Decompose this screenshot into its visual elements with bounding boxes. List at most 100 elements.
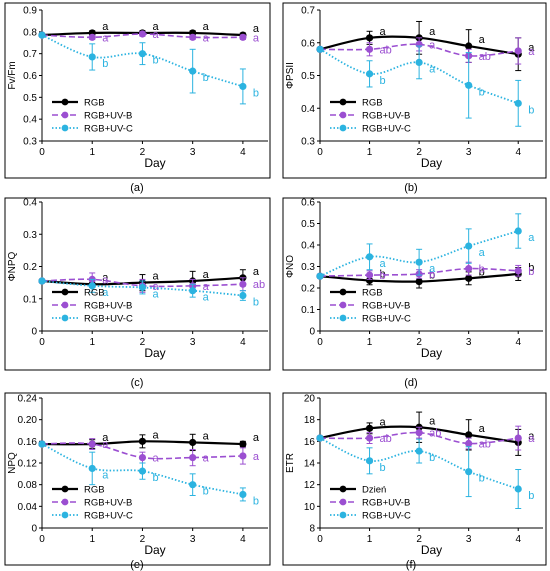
x-tick-label: 1	[89, 534, 95, 545]
significance-letter: a	[528, 430, 535, 442]
legend-marker	[339, 111, 347, 119]
significance-letter: a	[152, 271, 159, 283]
y-tick-label: 0	[31, 327, 37, 338]
legend-marker	[61, 511, 69, 519]
panel-frame	[282, 2, 547, 179]
x-tick-label: 0	[39, 147, 45, 158]
y-axis-label: ΦNO	[285, 255, 296, 278]
panel-frame	[282, 392, 547, 566]
x-tick-label: 1	[367, 147, 373, 158]
significance-letter: a	[102, 287, 109, 299]
y-tick-label: 0.3	[301, 137, 315, 148]
significance-letter: ab	[380, 44, 392, 56]
significance-letter: a	[479, 247, 486, 259]
legend-marker	[339, 288, 347, 296]
y-tick-label: 20	[304, 394, 316, 405]
y-tick-label: 0.3	[301, 262, 315, 273]
data-point	[189, 287, 197, 295]
y-tick-label: 0.12	[18, 459, 38, 470]
y-axis-label: Fv/Fm	[7, 61, 18, 89]
legend: Dzień RGB+UV-B RGB+UV-C	[330, 485, 411, 522]
y-tick-label: 0.5	[301, 219, 315, 230]
x-tick-label: 2	[416, 147, 422, 158]
data-point	[88, 53, 96, 61]
data-point	[38, 31, 46, 39]
legend-label: RGB+UV-C	[84, 511, 133, 522]
x-tick-label: 3	[466, 337, 472, 348]
significance-letter: b	[479, 266, 485, 278]
data-point	[365, 424, 374, 432]
significance-letter: a	[253, 432, 260, 444]
x-tick-label: 4	[240, 534, 246, 545]
x-tick-label: 0	[317, 534, 323, 545]
legend-label: RGB+UV-B	[362, 111, 410, 122]
y-tick-label: 0.24	[18, 394, 38, 405]
legend-marker	[61, 98, 69, 106]
data-point	[514, 227, 522, 235]
panel-caption: (a)	[130, 182, 143, 194]
legend-label: RGB+UV-B	[362, 498, 410, 509]
significance-letter: a	[102, 432, 109, 444]
y-axis-label: ΦPSII	[285, 62, 296, 89]
significance-letter: a	[152, 288, 159, 300]
data-point	[365, 271, 374, 279]
series-2: b b b b	[316, 434, 534, 509]
significance-letter: b	[253, 495, 259, 507]
data-point	[514, 485, 522, 493]
y-tick-label: 0.1	[23, 294, 37, 305]
legend-label: RGB+UV-C	[362, 314, 411, 325]
significance-letter: a	[203, 269, 210, 281]
y-tick-label: 18	[304, 415, 316, 426]
series-1: ab ab ab a	[316, 425, 535, 451]
legend-label: RGB+UV-C	[84, 314, 133, 325]
significance-letter: a	[203, 21, 210, 33]
significance-letter: a	[528, 42, 535, 54]
significance-letter: b	[380, 462, 386, 474]
significance-letter: b	[380, 270, 386, 282]
data-point	[88, 282, 96, 290]
data-point	[239, 33, 247, 41]
panel-caption: (d)	[404, 377, 417, 389]
significance-letter: a	[102, 274, 109, 286]
legend-label: RGB	[362, 98, 383, 109]
x-tick-label: 0	[317, 337, 323, 348]
legend-label: RGB+UV-C	[362, 124, 411, 135]
significance-letter: b	[380, 268, 386, 280]
data-point	[88, 464, 96, 473]
y-tick-label: 12	[304, 480, 316, 491]
legend-marker	[339, 498, 347, 506]
y-tick-label: 0.4	[23, 115, 37, 126]
data-point	[138, 30, 147, 38]
x-tick-label: 0	[39, 337, 45, 348]
data-point	[514, 267, 522, 275]
significance-letter: a	[380, 416, 387, 428]
panel-frame	[4, 392, 271, 566]
significance-letter: b	[429, 452, 435, 464]
data-point	[138, 467, 147, 475]
significance-letter: a	[152, 29, 159, 41]
x-axis-label: Day	[144, 346, 165, 360]
legend-label: Dzień	[362, 485, 386, 496]
legend: RGB RGB+UV-B RGB+UV-C	[330, 98, 411, 135]
significance-letter: a	[253, 266, 260, 278]
y-tick-label: 0.16	[18, 437, 38, 448]
data-point	[239, 291, 247, 300]
x-axis-label: Day	[144, 156, 165, 170]
data-point	[189, 481, 197, 489]
data-point	[239, 452, 247, 460]
significance-letter: a	[429, 26, 436, 38]
significance-letter: b	[528, 104, 534, 116]
data-point	[365, 276, 374, 285]
data-point	[189, 453, 197, 462]
data-point	[365, 457, 374, 465]
data-point	[514, 434, 522, 442]
y-tick-label: 0.7	[23, 49, 37, 60]
y-tick-label: 0.4	[301, 104, 315, 115]
